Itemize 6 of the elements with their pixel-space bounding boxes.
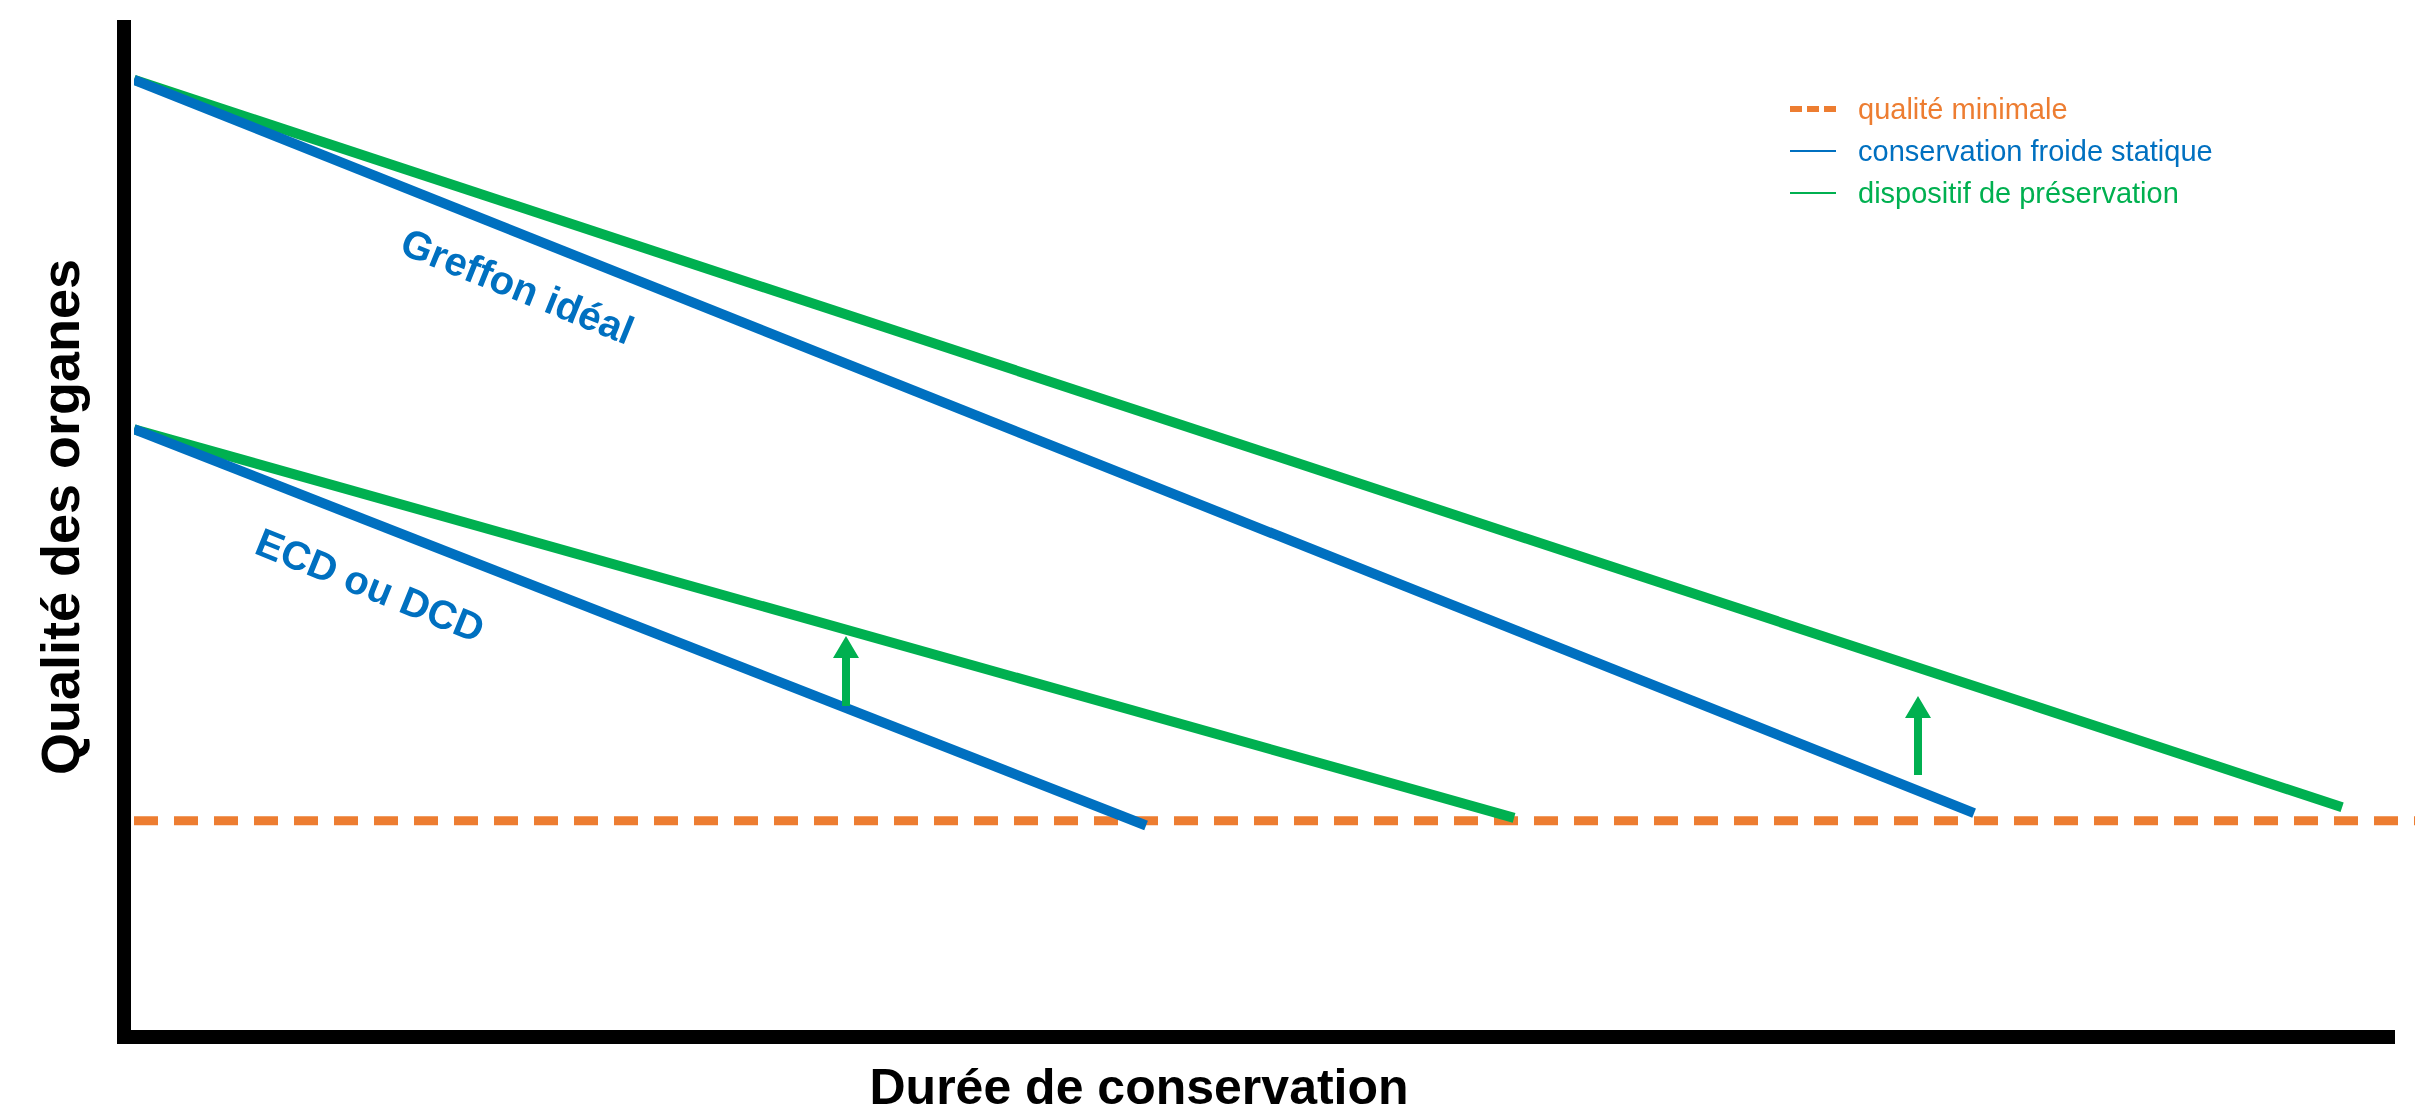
annotation: ECD ou DCD — [249, 518, 491, 652]
legend-label: qualité minimale — [1858, 92, 2068, 126]
legend-label: conservation froide statique — [1858, 134, 2213, 168]
y-axis-title: Qualité des organes — [29, 258, 92, 776]
legend-label: dispositif de préservation — [1858, 176, 2179, 210]
x-axis-title: Durée de conservation — [869, 1058, 1409, 1116]
